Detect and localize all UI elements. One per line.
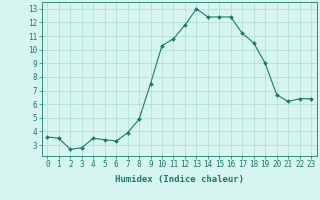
- X-axis label: Humidex (Indice chaleur): Humidex (Indice chaleur): [115, 175, 244, 184]
